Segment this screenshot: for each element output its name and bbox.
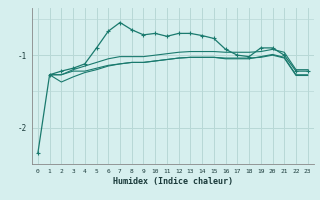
X-axis label: Humidex (Indice chaleur): Humidex (Indice chaleur)	[113, 177, 233, 186]
